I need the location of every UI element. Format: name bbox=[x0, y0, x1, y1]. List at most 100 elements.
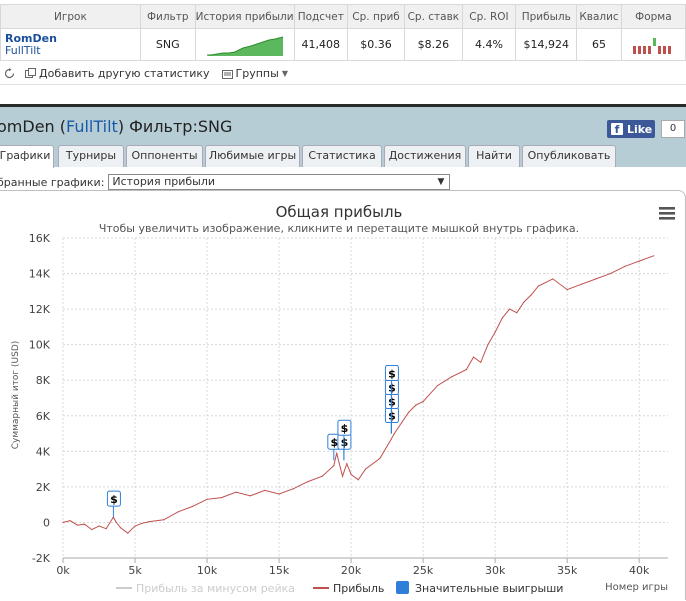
series-point-profit bbox=[91, 529, 93, 531]
col-profit[interactable]: Прибыль bbox=[515, 4, 578, 29]
y-tick-label: 12K bbox=[29, 303, 51, 316]
y-tick-label: 0 bbox=[43, 516, 50, 529]
col-avg-stake[interactable]: Ср. ставк bbox=[404, 4, 463, 29]
series-point-profit bbox=[537, 285, 540, 287]
series-point-profit bbox=[415, 404, 417, 406]
series-point-profit bbox=[451, 376, 453, 378]
groups-button[interactable]: Группы ▼ bbox=[221, 67, 288, 80]
x-tick-label: 20k bbox=[341, 564, 362, 577]
graph-select[interactable]: История прибыли ▼ bbox=[108, 174, 451, 190]
tab-statistics[interactable]: Статистика bbox=[302, 145, 382, 167]
series-point-profit bbox=[501, 317, 503, 319]
series-point-profit bbox=[379, 457, 381, 459]
series-point-profit bbox=[516, 312, 518, 314]
avg-roi-value: 4.4% bbox=[461, 28, 517, 61]
series-point-profit bbox=[346, 463, 348, 465]
series-point-profit bbox=[69, 520, 71, 522]
series-line-profit bbox=[62, 255, 654, 534]
flag-box bbox=[337, 419, 352, 436]
title-site-link[interactable]: FullTilt bbox=[66, 117, 118, 136]
copy-icon bbox=[25, 68, 36, 78]
y-tick-label: 6K bbox=[36, 410, 51, 423]
series-point-profit bbox=[192, 505, 194, 507]
flag-box bbox=[106, 490, 121, 507]
tab-achievements[interactable]: Достижения bbox=[384, 145, 466, 167]
tab-graphs[interactable]: Графики bbox=[0, 145, 54, 168]
form-bars bbox=[620, 28, 686, 61]
avg-stake-value: $8.26 bbox=[404, 28, 463, 61]
like-label: Like bbox=[627, 122, 653, 136]
stats-header-row: Игрок Фильтр История прибыли Подсчет Ср.… bbox=[0, 4, 686, 29]
x-tick-label: 15k bbox=[269, 564, 290, 577]
series-point-profit bbox=[400, 422, 403, 424]
series-point-profit bbox=[235, 491, 237, 493]
series-point-profit bbox=[62, 521, 64, 523]
tab-publish[interactable]: Опубликовать bbox=[522, 145, 616, 167]
legend-item-big-wins[interactable]: Значительные выигрыши bbox=[396, 581, 563, 595]
facebook-like-button[interactable]: f Like bbox=[607, 120, 655, 138]
tab-favorite-games[interactable]: Любимые игры bbox=[205, 145, 300, 167]
series-point-profit bbox=[134, 525, 136, 527]
legend-item-rake[interactable]: Прибыль за минусом рейка bbox=[116, 582, 295, 595]
col-count[interactable]: Подсчет bbox=[293, 4, 348, 29]
tab-opponents[interactable]: Оппоненты bbox=[126, 145, 203, 167]
profit-history-sparkline[interactable] bbox=[194, 28, 295, 61]
tab-find[interactable]: Найти bbox=[468, 145, 520, 167]
filter-value: SNG bbox=[139, 28, 196, 61]
add-stats-button[interactable]: Добавить другую статистику bbox=[25, 67, 210, 80]
legend-label-rake: Прибыль за минусом рейка bbox=[136, 582, 295, 595]
big-win-flag: $ bbox=[384, 365, 399, 434]
series-point-profit bbox=[653, 255, 655, 257]
series-point-profit bbox=[264, 489, 266, 491]
legend-item-profit[interactable]: Прибыль bbox=[313, 582, 384, 595]
folder-icon bbox=[221, 69, 233, 79]
y-tick-label: 14K bbox=[29, 268, 51, 281]
y-tick-label: 8K bbox=[36, 374, 51, 387]
facebook-icon: f bbox=[611, 123, 623, 136]
tab-tournaments[interactable]: Турниры bbox=[58, 145, 124, 167]
series-point-profit bbox=[494, 331, 496, 333]
series-point-profit bbox=[566, 289, 568, 291]
series-point-profit bbox=[278, 493, 280, 495]
page-title: omDen (FullTilt) Фильтр:SNG bbox=[0, 117, 232, 136]
player-cell: RomDen FullTilt bbox=[0, 28, 141, 61]
col-filter[interactable]: Фильтр bbox=[139, 4, 196, 29]
flag-box bbox=[384, 365, 399, 382]
col-history[interactable]: История прибыли bbox=[194, 4, 295, 29]
legend-label-big-wins: Значительные выигрыши bbox=[415, 582, 563, 595]
series-point-profit bbox=[390, 438, 392, 440]
legend-label-profit: Прибыль bbox=[333, 582, 384, 595]
like-count: 0 bbox=[661, 120, 685, 138]
chart-panel: Общая прибыль Чтобы увеличить изображени… bbox=[0, 190, 686, 600]
stats-table: Игрок Фильтр История прибыли Подсчет Ср.… bbox=[0, 4, 686, 61]
col-form[interactable]: Форма bbox=[620, 4, 686, 29]
col-player[interactable]: Игрок bbox=[0, 4, 141, 29]
menu-icon[interactable] bbox=[659, 207, 675, 220]
x-tick-label: 40k bbox=[629, 564, 650, 577]
x-axis-ticks: 0k 5k 10k 15k 20k 25k 30k 35k 40k bbox=[56, 557, 668, 577]
series-point-profit bbox=[115, 521, 117, 523]
series-point-profit bbox=[472, 356, 475, 358]
count-value: 41,408 bbox=[293, 28, 348, 61]
col-avg-profit[interactable]: Ср. приб bbox=[346, 4, 406, 29]
x-tick-label: 10k bbox=[197, 564, 218, 577]
series-point-profit bbox=[638, 260, 640, 262]
col-avg-roi[interactable]: Ср. ROI bbox=[461, 4, 517, 29]
x-tick-label: 35k bbox=[557, 564, 578, 577]
series-point-profit bbox=[336, 452, 338, 454]
series-point-profit bbox=[127, 532, 129, 534]
col-ability[interactable]: Квалис bbox=[576, 4, 622, 29]
tab-bar: Графики Турниры Оппоненты Любимые игры С… bbox=[0, 145, 686, 168]
player-name-link[interactable]: RomDen bbox=[5, 31, 57, 45]
avg-profit-value: $0.36 bbox=[346, 28, 406, 61]
series-point-profit bbox=[220, 497, 223, 499]
series-point-profit bbox=[552, 278, 554, 280]
y-tick-label: -2K bbox=[32, 552, 51, 565]
refresh-icon[interactable] bbox=[4, 68, 15, 79]
series-point-profit bbox=[120, 527, 122, 529]
dollar-icon: $ bbox=[110, 493, 118, 506]
series-point-profit bbox=[436, 385, 439, 387]
section-divider bbox=[0, 104, 686, 107]
profit-chart[interactable]: Общая прибыль Чтобы увеличить изображени… bbox=[0, 191, 686, 601]
series-point-profit bbox=[422, 401, 424, 403]
